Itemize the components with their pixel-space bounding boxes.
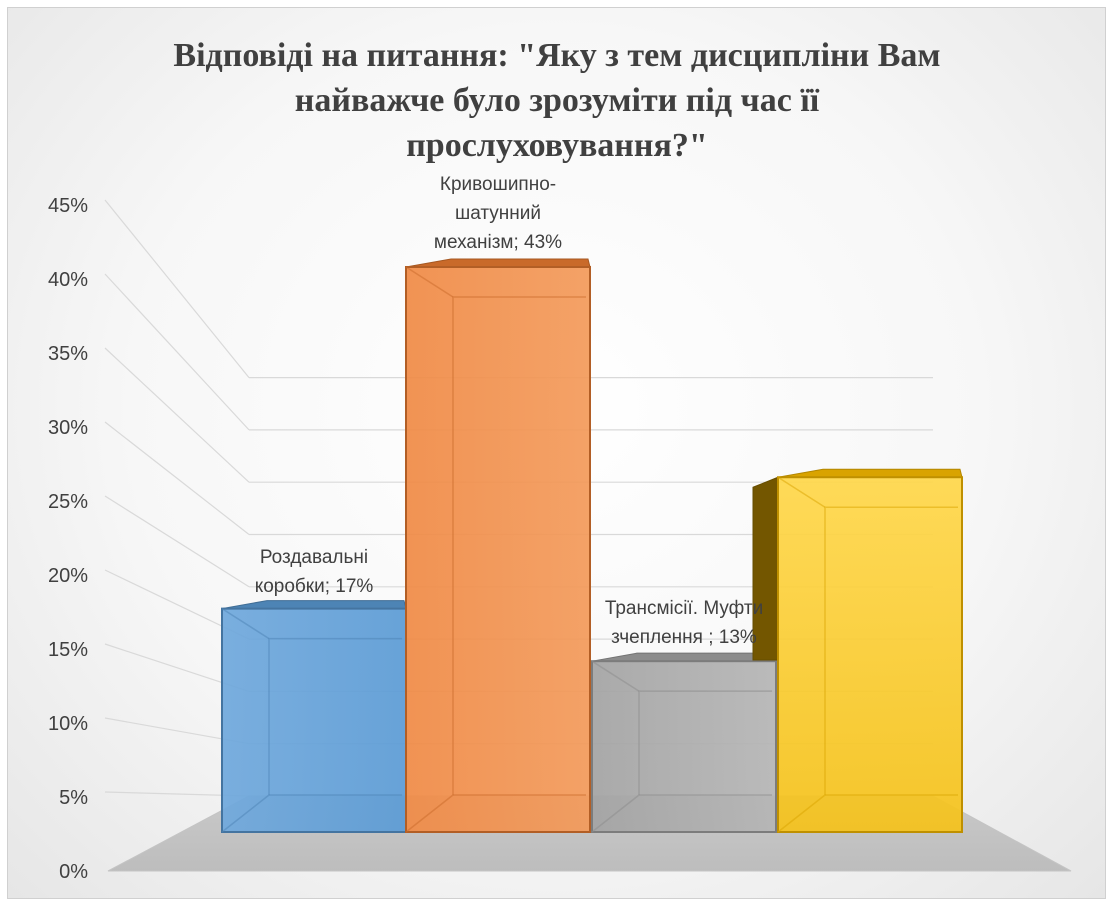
bar-top-face (221, 600, 407, 610)
gridline-side (104, 495, 250, 588)
bar-front-face (591, 660, 777, 833)
bar-front-face (777, 476, 963, 833)
y-tick-label: 0% (59, 861, 88, 883)
y-tick-label: 30% (48, 417, 88, 439)
data-label: Трансмісії. Муфти (605, 598, 763, 619)
data-label: Кривошипно- (440, 174, 556, 195)
chart-title-line: прослуховування?" (406, 127, 708, 164)
data-label: шатунний (455, 203, 541, 224)
y-tick-label: 15% (48, 639, 88, 661)
bar-inner-edge (777, 476, 826, 508)
y-tick-label: 20% (48, 565, 88, 587)
bar-1 (405, 258, 591, 833)
y-tick-label: 5% (59, 787, 88, 809)
bar-0 (221, 600, 407, 834)
bar-top-face (777, 468, 963, 478)
chart-area: Відповіді на питання: "Яку з тем дисципл… (7, 7, 1106, 899)
bar-top-face (405, 258, 591, 268)
y-tick-label: 35% (48, 343, 88, 365)
bar-inner-edge (591, 660, 640, 692)
bar-front-face (405, 266, 591, 833)
chart-title-line: найважче було зрозуміти під час її (295, 82, 820, 119)
bar-inner-edge (221, 794, 270, 833)
data-label: механізм; 43% (434, 232, 562, 253)
bar-front-face (221, 607, 407, 834)
bar-top-face (591, 652, 777, 662)
bar-2 (591, 652, 777, 833)
gridline-side (104, 273, 250, 431)
gridline-side (104, 199, 250, 378)
data-label: зчеплення ; 13% (611, 627, 757, 648)
bar-inner-edge (777, 794, 826, 833)
bar-3 (752, 468, 963, 833)
bar-inner-edge (591, 794, 640, 833)
y-tick-label: 40% (48, 269, 88, 291)
y-tick-label: 10% (48, 713, 88, 735)
bar-inner-edge (405, 794, 454, 833)
chart-title: Відповіді на питання: "Яку з тем дисципл… (173, 37, 940, 164)
bar-inner-edge (405, 266, 454, 298)
bar-inner-edge (221, 607, 270, 640)
y-axis-ticks: 0% 5% 10% 15% 20% 25% 30% 35% 40% 45% (48, 195, 88, 883)
y-tick-label: 45% (48, 195, 88, 217)
y-tick-label: 25% (48, 491, 88, 513)
chart-svg: Відповіді на питання: "Яку з тем дисципл… (48, 37, 1072, 883)
bars (221, 258, 963, 834)
data-label: Роздавальні (260, 547, 368, 568)
gridline-side (104, 421, 250, 535)
data-labels: Роздавальні коробки; 17% Кривошипно-шатунн… (255, 174, 764, 648)
data-label: коробки; 17% (255, 576, 374, 597)
chart-title-line: Відповіді на питання: "Яку з тем дисципл… (173, 37, 940, 74)
gridline-side (104, 347, 250, 483)
